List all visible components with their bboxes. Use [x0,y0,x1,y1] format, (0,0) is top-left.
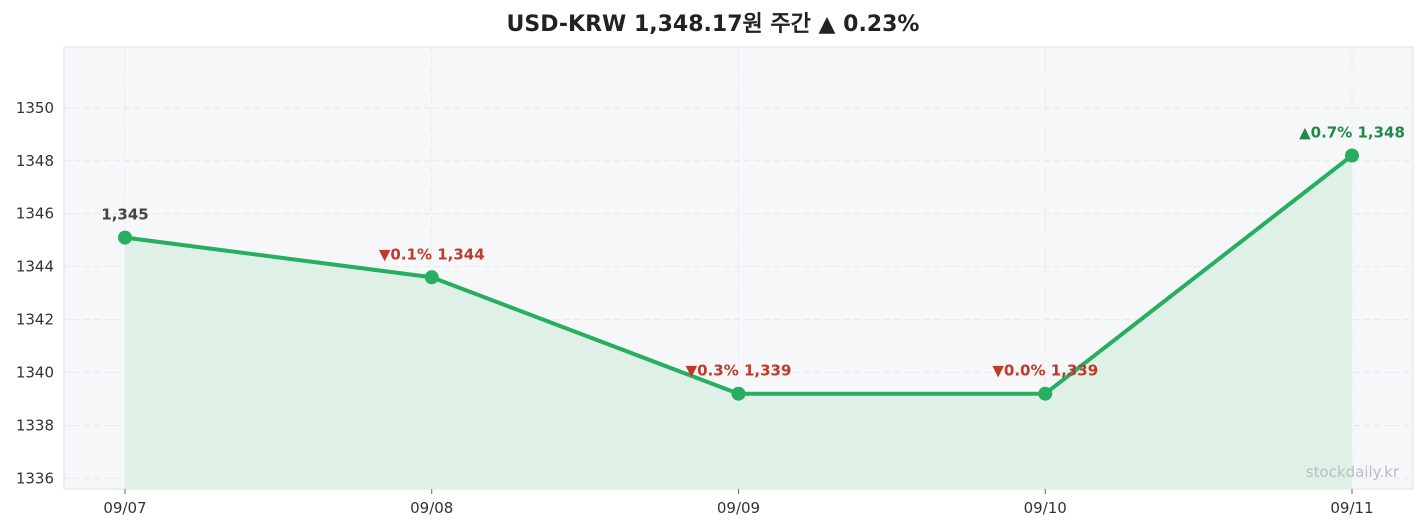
watermark: stockdaily.kr [1306,463,1400,481]
y-tick-label: 1338 [16,416,54,434]
data-point [118,230,132,245]
y-tick-label: 1340 [16,364,54,382]
data-point [424,270,439,285]
y-tick-label: 1342 [16,311,54,329]
y-tick-label: 1336 [16,469,54,487]
y-tick-label: 1344 [16,258,54,276]
area-fill [125,155,1352,490]
x-tick-label: 09/10 [1024,499,1067,517]
x-tick-label: 09/11 [1330,499,1373,517]
y-tick-label: 1346 [16,205,54,223]
data-label: ▼0.0% 1,339 [992,362,1098,380]
x-tick-label: 09/07 [103,499,146,517]
data-label: ▼0.1% 1,344 [379,245,485,263]
chart-title: USD-KRW 1,348.17원 주간 ▲ 0.23% [506,12,920,37]
data-label: ▲0.7% 1,348 [1299,124,1405,142]
x-tick-label: 09/09 [717,499,760,517]
data-point [1345,148,1359,163]
x-tick-label: 09/08 [410,499,453,517]
data-point [1038,386,1053,401]
y-tick-label: 1350 [16,99,54,117]
data-label: 1,345 [101,206,148,224]
data-point [731,386,746,401]
y-tick-label: 1348 [16,152,54,170]
data-label: ▼0.3% 1,339 [686,362,792,380]
